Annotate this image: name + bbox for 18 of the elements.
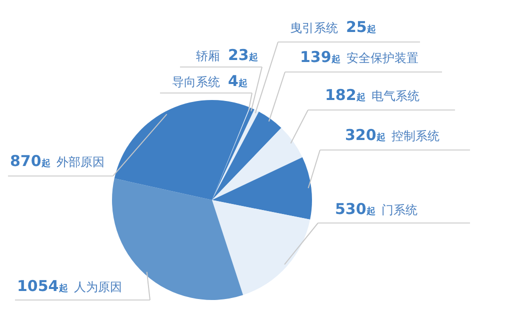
slice-label: 导向系统 (172, 75, 220, 89)
slice-label: 曳引系统 (290, 21, 338, 35)
data-label: 4起 (228, 72, 248, 90)
data-label: 139起 (300, 48, 340, 66)
data-label: 530起 (335, 200, 376, 218)
data-label: 1054起 (17, 277, 68, 295)
data-label: 182起 (325, 86, 366, 104)
slice-label: 轿厢 (196, 49, 220, 63)
data-label: 25起 (346, 18, 376, 36)
slice-label: 控制系统 (391, 129, 440, 143)
slice-label: 门系统 (381, 203, 418, 217)
slice-label: 安全保护装置 (346, 51, 418, 65)
slice-label: 电气系统 (371, 89, 420, 103)
slice-label: 外部原因 (56, 155, 104, 169)
slice-label: 人为原因 (74, 280, 122, 294)
data-label: 870起 (10, 152, 50, 170)
data-label: 320起 (345, 126, 386, 144)
data-label: 23起 (228, 46, 258, 64)
